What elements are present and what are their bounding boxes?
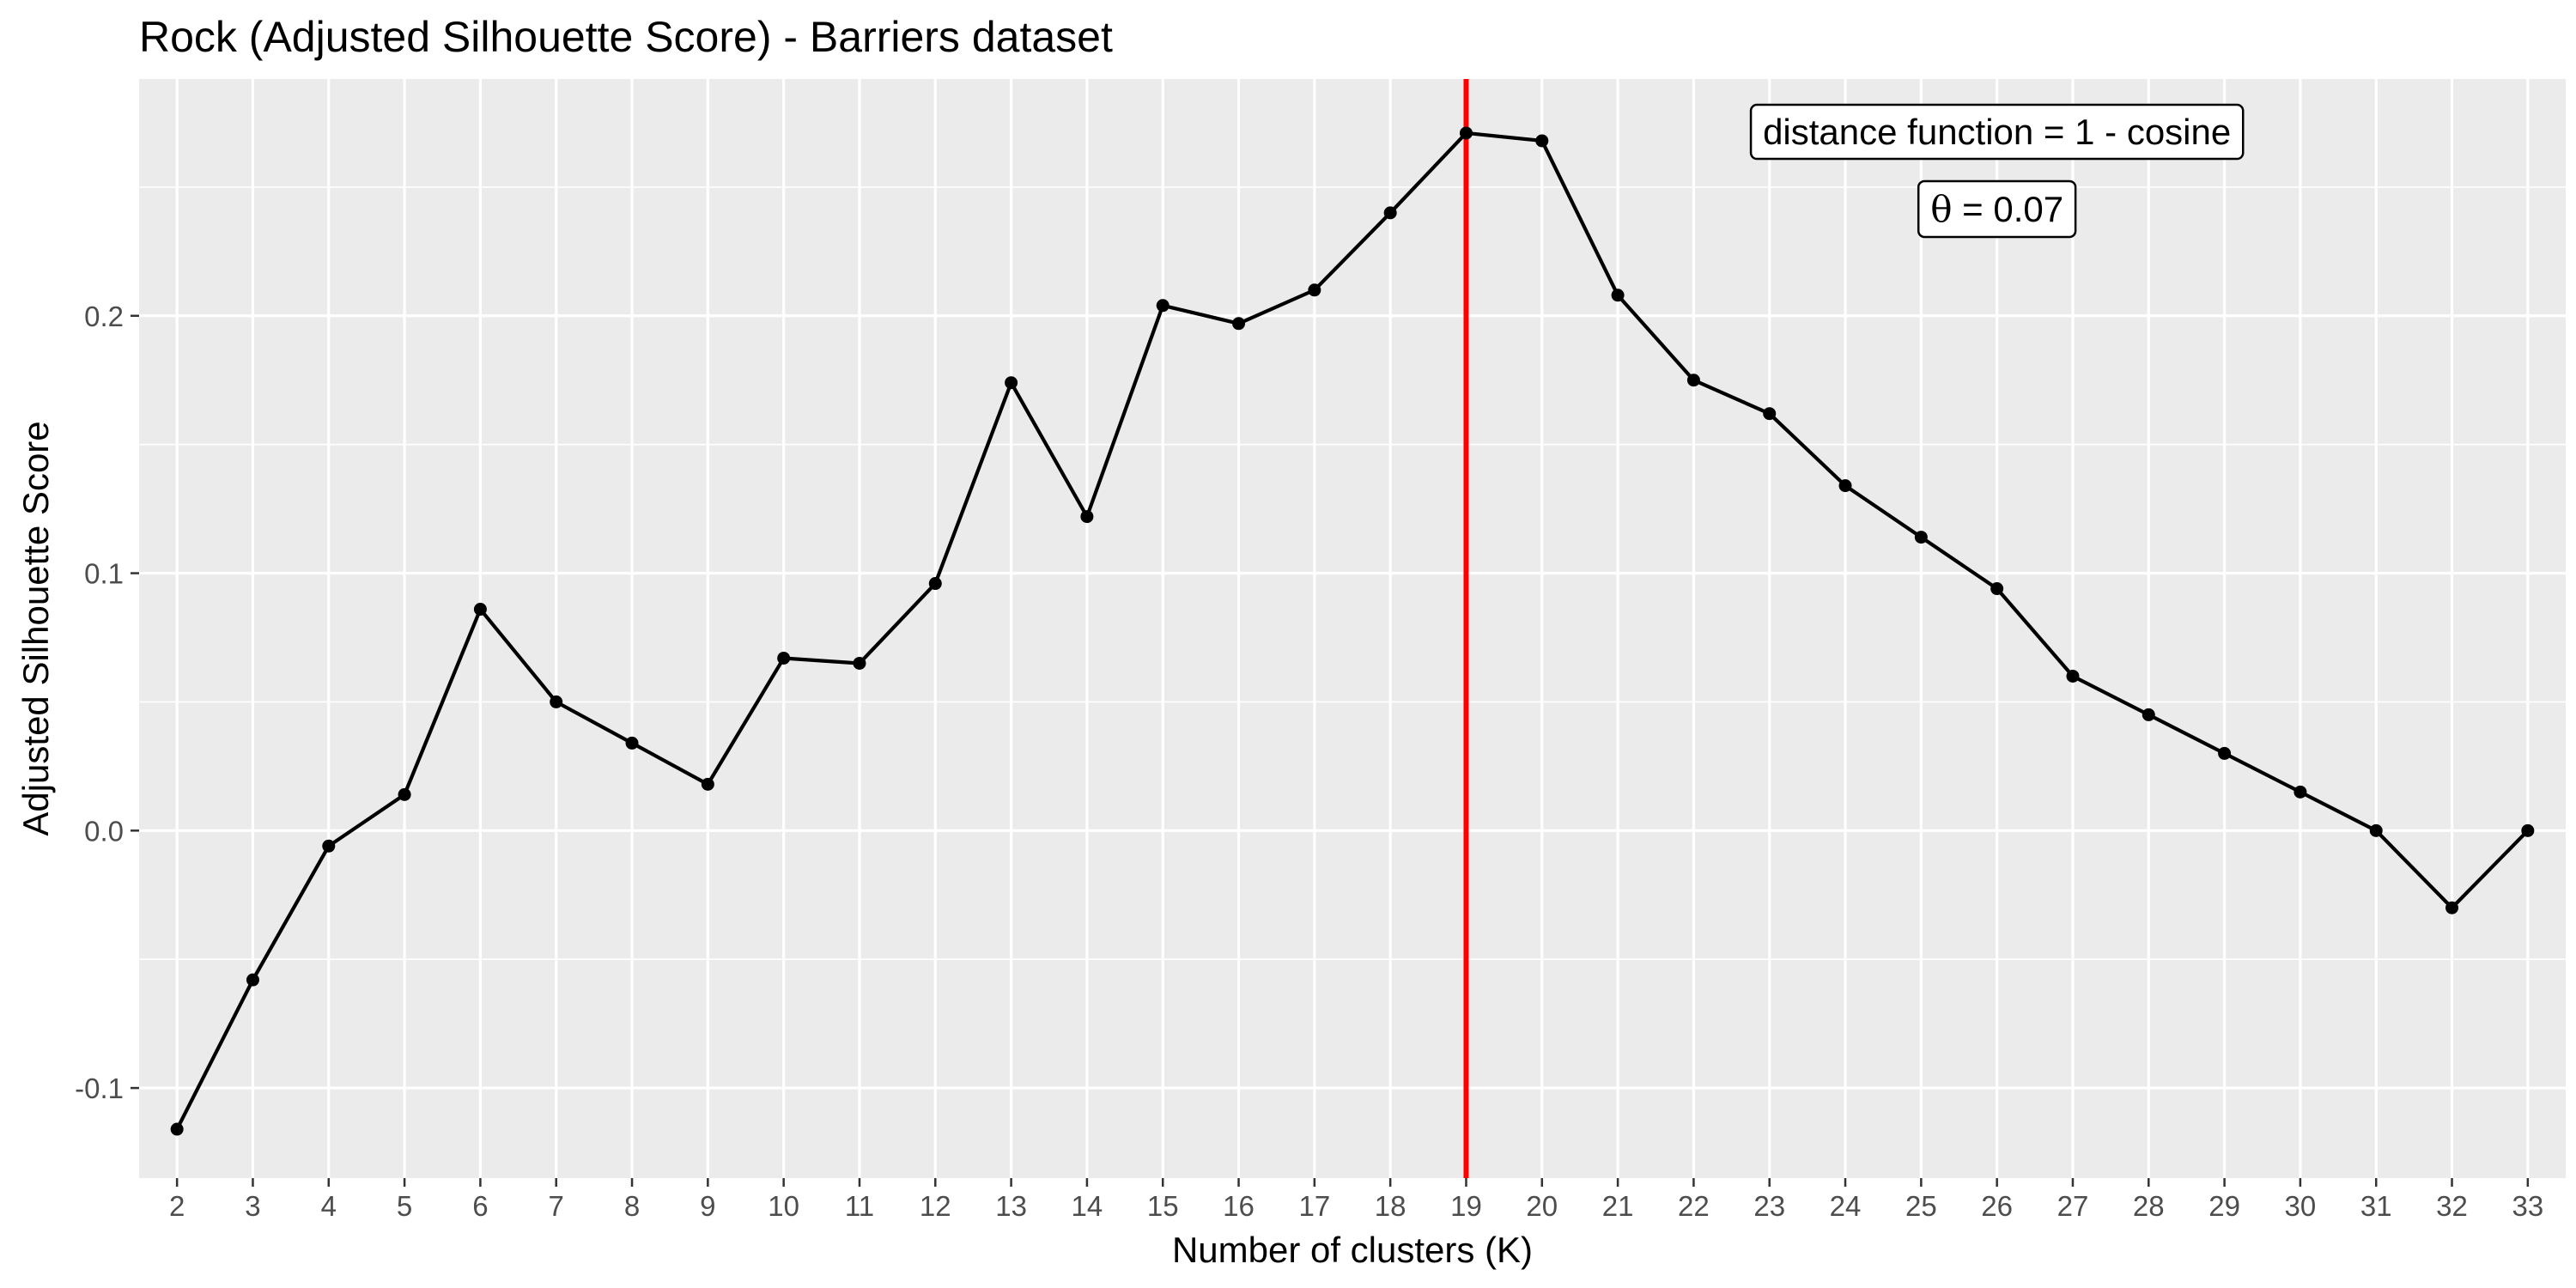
x-tick-label: 23 xyxy=(1753,1190,1785,1222)
theta-value: = 0.07 xyxy=(1953,189,2064,229)
x-tick-label: 28 xyxy=(2133,1190,2165,1222)
data-point xyxy=(1156,299,1170,313)
x-tick-label: 8 xyxy=(624,1190,640,1222)
x-tick-label: 24 xyxy=(1830,1190,1862,1222)
grid-minor xyxy=(139,186,2566,960)
x-tick-label: 11 xyxy=(845,1190,874,1222)
chart-title: Rock (Adjusted Silhouette Score) - Barri… xyxy=(139,13,1113,61)
data-point xyxy=(1308,283,1321,297)
data-point xyxy=(2066,669,2080,683)
x-tick-label: 12 xyxy=(920,1190,951,1222)
data-point xyxy=(550,695,563,708)
data-point xyxy=(1611,289,1625,302)
data-point xyxy=(1914,531,1928,544)
annotation-theta: θ = 0.07 xyxy=(1917,179,2077,239)
y-tick-label: 0.0 xyxy=(84,815,124,847)
data-point xyxy=(853,656,866,670)
data-point xyxy=(1838,479,1852,493)
data-point xyxy=(1383,206,1397,220)
data-point xyxy=(473,603,487,617)
x-tick-label: 6 xyxy=(472,1190,488,1222)
data-point xyxy=(398,787,411,801)
y-axis-title: Adjusted Silhouette Score xyxy=(15,421,56,835)
x-tick-label: 5 xyxy=(397,1190,412,1222)
x-tick-label: 18 xyxy=(1375,1190,1406,1222)
x-tick-label: 2 xyxy=(169,1190,185,1222)
x-tick-label: 13 xyxy=(995,1190,1027,1222)
data-point xyxy=(1535,134,1549,148)
y-tick-label: -0.1 xyxy=(75,1072,124,1104)
data-point xyxy=(2369,823,2383,837)
data-point xyxy=(1232,317,1246,331)
data-point xyxy=(1080,510,1094,524)
x-tick-label: 33 xyxy=(2512,1190,2543,1222)
data-point xyxy=(701,777,714,791)
data-point xyxy=(2218,746,2232,760)
panel-background xyxy=(139,79,2566,1178)
x-tick-label: 19 xyxy=(1450,1190,1482,1222)
y-tick-label: 0.2 xyxy=(84,301,124,332)
x-tick-label: 4 xyxy=(321,1190,337,1222)
annotations: distance function = 1 - cosine θ = 0.07 xyxy=(1749,103,2245,239)
x-tick-label: 9 xyxy=(700,1190,715,1222)
data-point xyxy=(246,973,259,987)
data-point xyxy=(928,577,942,591)
x-tick-label: 10 xyxy=(768,1190,799,1222)
data-point xyxy=(1459,126,1473,140)
x-tick-label: 22 xyxy=(1678,1190,1710,1222)
data-point xyxy=(1686,374,1700,387)
x-axis-title: Number of clusters (K) xyxy=(1172,1230,1533,1270)
theta-symbol: θ xyxy=(1930,188,1952,230)
x-tick-label: 15 xyxy=(1147,1190,1179,1222)
data-point xyxy=(2445,901,2459,914)
annotation-distance: distance function = 1 - cosine xyxy=(1749,103,2245,161)
data-point xyxy=(625,736,639,750)
data-point xyxy=(777,651,791,665)
x-tick-label: 16 xyxy=(1223,1190,1255,1222)
x-tick-label: 7 xyxy=(549,1190,564,1222)
x-tick-label: 14 xyxy=(1072,1190,1103,1222)
data-point xyxy=(1990,582,2004,596)
x-tick-label: 30 xyxy=(2285,1190,2317,1222)
data-points xyxy=(170,126,2535,1136)
x-tick-label: 27 xyxy=(2057,1190,2089,1222)
annotation-box xyxy=(1749,103,2245,161)
x-tick-label: 26 xyxy=(1981,1190,2013,1222)
data-point xyxy=(1763,407,1777,421)
annotation-box xyxy=(1917,179,2077,239)
data-point xyxy=(2521,823,2535,837)
series-line xyxy=(175,131,2530,1130)
x-tick-label: 31 xyxy=(2360,1190,2392,1222)
x-tick-label: 29 xyxy=(2208,1190,2240,1222)
annotation-text: distance function = 1 - cosine xyxy=(1763,112,2231,152)
x-axis-ticks: 2 3 4 5 6 7 8 9 10 11 12 13 14 15 16 17 18 19 20 21 22 23 24 25… xyxy=(169,1178,2543,1222)
x-tick-label: 17 xyxy=(1298,1190,1330,1222)
y-axis-ticks: -0.1 0.0 0.1 0.2 xyxy=(75,301,139,1104)
x-tick-label: 3 xyxy=(245,1190,260,1222)
data-point xyxy=(170,1122,184,1136)
data-point xyxy=(2142,708,2155,721)
grid-major xyxy=(139,79,2566,1178)
x-tick-label: 20 xyxy=(1526,1190,1558,1222)
y-tick-label: 0.1 xyxy=(84,558,124,590)
data-point xyxy=(1005,376,1018,390)
annotation-text: θ = 0.07 xyxy=(1930,188,2063,230)
x-tick-label: 32 xyxy=(2436,1190,2468,1222)
x-tick-label: 21 xyxy=(1602,1190,1634,1222)
data-point xyxy=(2293,785,2307,799)
data-point xyxy=(322,839,336,853)
x-tick-label: 25 xyxy=(1905,1190,1937,1222)
